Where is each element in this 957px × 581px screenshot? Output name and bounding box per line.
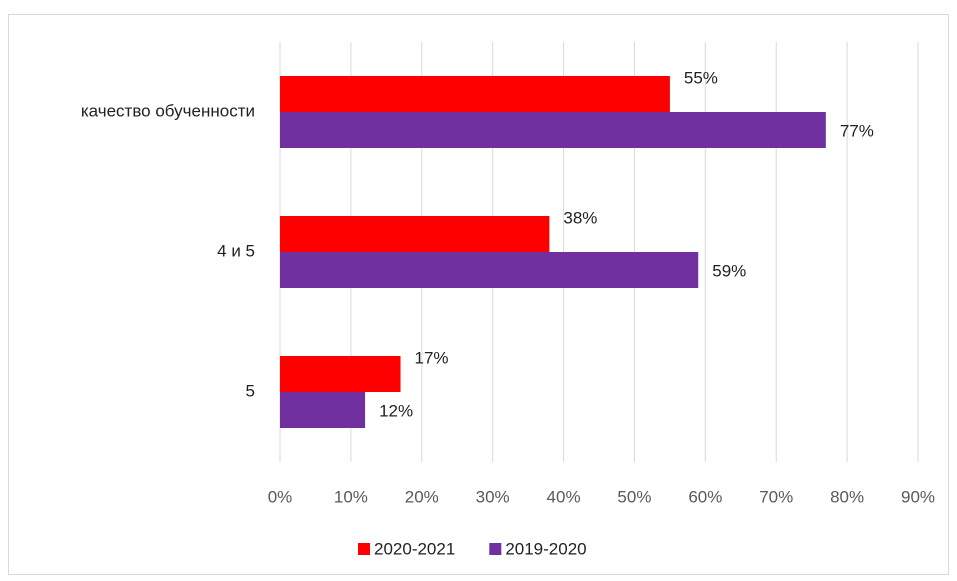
legend-label: 2020-2021 bbox=[374, 539, 455, 558]
bar bbox=[280, 356, 401, 392]
data-label: 38% bbox=[563, 208, 597, 227]
legend-swatch bbox=[489, 543, 502, 555]
x-tick-label: 20% bbox=[405, 487, 439, 506]
data-label: 17% bbox=[415, 348, 449, 367]
data-label: 59% bbox=[712, 261, 746, 280]
data-label: 12% bbox=[379, 401, 413, 420]
y-tick-label: качество обученности bbox=[81, 101, 255, 120]
x-tick-label: 90% bbox=[901, 487, 935, 506]
y-tick-label: 5 bbox=[246, 381, 255, 400]
bar bbox=[280, 392, 366, 428]
y-tick-label: 4 и 5 bbox=[217, 241, 255, 260]
legend-swatch bbox=[358, 543, 370, 555]
bar bbox=[280, 76, 670, 112]
x-tick-label: 70% bbox=[759, 487, 793, 506]
x-tick-label: 40% bbox=[547, 487, 581, 506]
bar bbox=[280, 112, 826, 148]
x-tick-label: 50% bbox=[617, 487, 651, 506]
bar bbox=[280, 216, 550, 252]
x-tick-label: 30% bbox=[476, 487, 510, 506]
x-tick-label: 80% bbox=[830, 487, 864, 506]
x-tick-label: 10% bbox=[334, 487, 368, 506]
data-label: 55% bbox=[684, 68, 718, 87]
data-label: 77% bbox=[840, 121, 874, 140]
x-tick-label: 60% bbox=[688, 487, 722, 506]
x-tick-label: 0% bbox=[268, 487, 293, 506]
legend-label: 2019-2020 bbox=[505, 539, 586, 558]
bar bbox=[280, 252, 699, 288]
